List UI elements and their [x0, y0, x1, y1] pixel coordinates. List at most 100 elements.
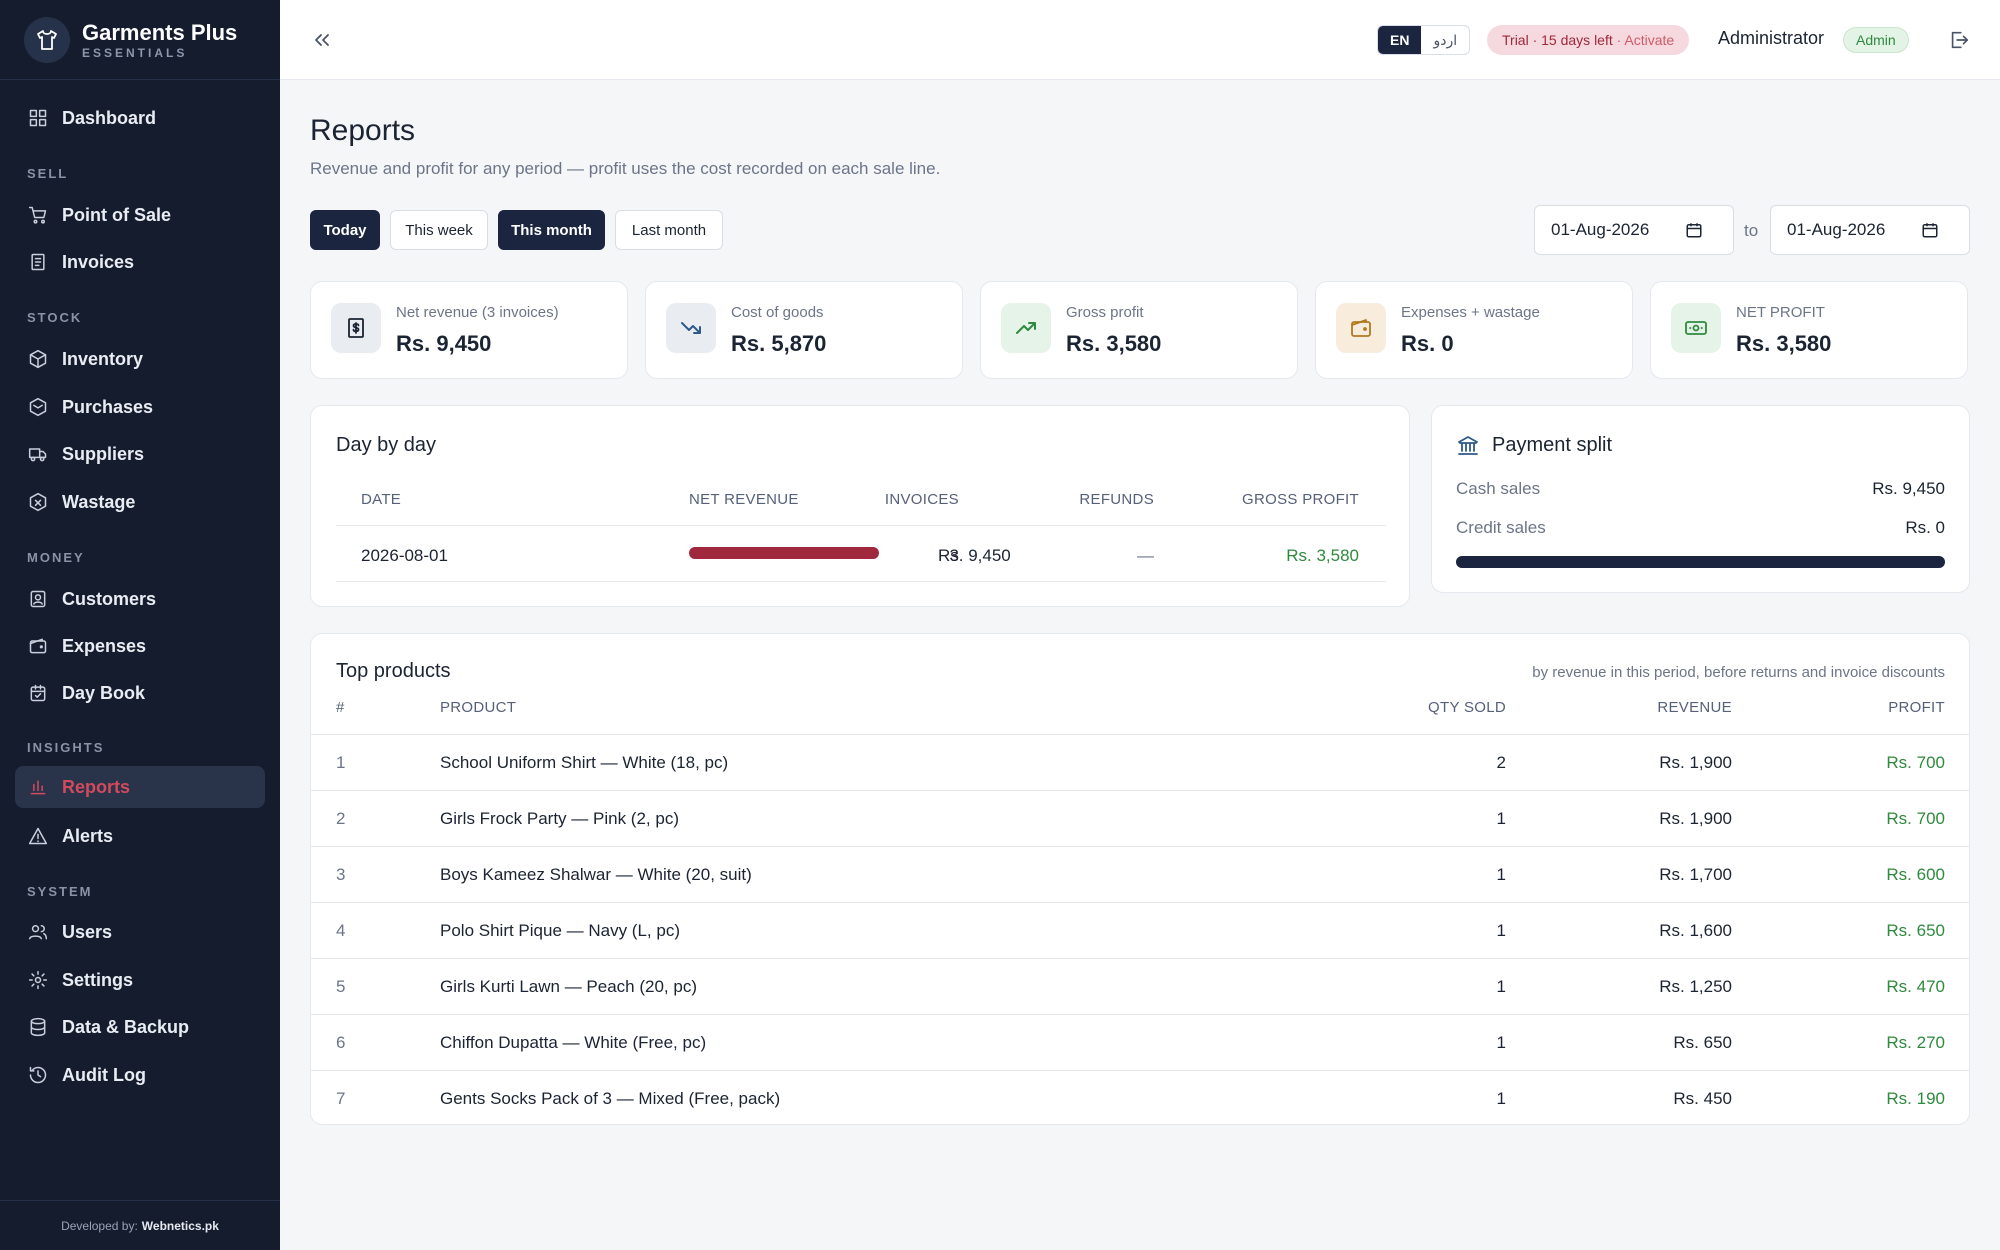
sidebar-item-label: Audit Log [62, 1064, 146, 1085]
payment-split-card: Payment split Cash sales Rs. 9,450 Credi… [1431, 405, 1970, 593]
brand[interactable]: Garments Plus ESSENTIALS [0, 0, 280, 80]
table-row[interactable]: 2 Girls Frock Party — Pink (2, pc) 1 Rs. 1,… [311, 790, 1969, 846]
invoice-icon [31, 253, 45, 271]
kpi-cost-of-goods: Cost of goods Rs. 5,870 [645, 281, 963, 379]
sidebar-item-invoices[interactable]: Invoices [15, 241, 265, 283]
trial-text: Trial · 15 days left [1502, 32, 1613, 48]
sidebar-item-expenses[interactable]: Expenses [15, 625, 265, 667]
calendar-icon [1686, 223, 1702, 238]
nav-section-money: MONEY [27, 550, 85, 565]
dashboard-icon [29, 109, 47, 127]
rank-cell: 2 [336, 809, 346, 828]
collapse-sidebar-button[interactable] [310, 28, 334, 52]
period-today-button[interactable]: Today [310, 210, 380, 250]
credit-sales-value: Rs. 0 [1905, 518, 1945, 537]
sidebar-item-label: Invoices [62, 251, 135, 272]
column-header-qty-sold: QTY SOLD [1428, 699, 1506, 716]
date-to-input[interactable]: 01-Aug-2026 [1770, 205, 1970, 255]
rank-cell: 6 [336, 1033, 346, 1052]
qty-cell: 1 [1496, 1089, 1506, 1108]
product-cell: Boys Kameez Shalwar — White (20, suit) [440, 865, 752, 884]
role-badge: Admin [1843, 27, 1909, 53]
trial-badge[interactable]: Trial · 15 days left · Activate [1487, 25, 1690, 55]
table-row[interactable]: 4 Polo Shirt Pique — Navy (L, pc) 1 Rs. 1,6… [311, 902, 1969, 958]
kpi-label: Cost of goods [731, 304, 824, 321]
sidebar-item-label: Users [62, 921, 113, 942]
profit-cell: Rs. 600 [1886, 865, 1945, 884]
cash-sales-value: Rs. 9,450 [1872, 479, 1945, 498]
sidebar-item-reports[interactable]: Reports [15, 766, 265, 808]
cash-sales-label: Cash sales [1456, 479, 1541, 498]
sidebar-item-label: Wastage [62, 491, 136, 512]
sidebar-item-customers[interactable]: Customers [15, 578, 265, 620]
sidebar-item-data-backup[interactable]: Data & Backup [15, 1006, 265, 1048]
sidebar-item-wastage[interactable]: Wastage [15, 481, 265, 523]
period-last-month-button[interactable]: Last month [615, 210, 723, 250]
logout-button[interactable] [1948, 29, 1970, 51]
language-switcher: EN اردو [1377, 25, 1471, 55]
kpi-value: Rs. 5,870 [731, 331, 827, 356]
lang-en-button[interactable]: EN [1378, 26, 1422, 54]
table-row[interactable]: 1 School Uniform Shirt — White (18, pc) 2 R… [311, 734, 1969, 790]
qty-cell: 1 [1496, 977, 1506, 996]
kpi-value: Rs. 3,580 [1736, 331, 1832, 356]
sidebar-item-point-of-sale[interactable]: Point of Sale [15, 194, 265, 236]
topbar: EN اردو Trial · 15 days left · Activate … [280, 0, 2000, 80]
revenue-cell: Rs. 650 [1673, 1033, 1732, 1052]
rank-cell: 5 [336, 977, 346, 996]
shirt-icon [24, 16, 70, 63]
wallet-icon [1351, 319, 1371, 337]
sidebar-item-suppliers[interactable]: Suppliers [15, 433, 265, 475]
profit-cell: Rs. 700 [1886, 753, 1945, 772]
sidebar-item-audit-log[interactable]: Audit Log [15, 1054, 265, 1096]
sidebar-item-users[interactable]: Users [15, 911, 265, 953]
cash-icon [1685, 321, 1707, 335]
revenue-cell: Rs. 1,600 [1659, 921, 1732, 940]
gear-icon [28, 970, 48, 990]
alert-triangle-icon [28, 827, 48, 845]
wallet-icon [29, 638, 47, 654]
sidebar-item-settings[interactable]: Settings [15, 959, 265, 1001]
row-net-revenue: Rs. 9,450 [938, 546, 1011, 565]
period-this-week-button[interactable]: This week [390, 210, 488, 250]
sidebar-item-label: Inventory [62, 348, 144, 369]
revenue-cell: Rs. 1,900 [1659, 809, 1732, 828]
profit-cell: Rs. 270 [1886, 1033, 1945, 1052]
cart-icon [28, 206, 47, 224]
nav-section-sell: SELL [27, 166, 69, 181]
table-row[interactable]: 3 Boys Kameez Shalwar — White (20, suit) 1… [311, 846, 1969, 902]
product-cell: Gents Socks Pack of 3 — Mixed (Free, pac… [440, 1089, 781, 1108]
sidebar-item-alerts[interactable]: Alerts [15, 815, 265, 857]
table-row[interactable]: 6 Chiffon Dupatta — White (Free, pc) 1 Rs. … [311, 1014, 1969, 1070]
page-title: Reports [310, 114, 416, 147]
users-icon [28, 925, 48, 940]
revenue-bar [689, 547, 879, 559]
column-header-refunds: REFUNDS [1079, 491, 1154, 508]
date-from-value: 01-Aug-2026 [1551, 220, 1650, 239]
activate-link[interactable]: · Activate [1616, 32, 1675, 48]
sidebar-item-dashboard[interactable]: Dashboard [15, 97, 265, 139]
chevrons-left-icon [315, 34, 329, 46]
bar-chart-icon [30, 780, 46, 795]
revenue-cell: Rs. 1,700 [1659, 865, 1732, 884]
sidebar-item-purchases[interactable]: Purchases [15, 386, 265, 428]
kpi-expenses-wastage: Expenses + wastage Rs. 0 [1315, 281, 1633, 379]
kpi-value: Rs. 0 [1401, 331, 1454, 356]
date-from-input[interactable]: 01-Aug-2026 [1534, 205, 1734, 255]
sidebar-item-inventory[interactable]: Inventory [15, 338, 265, 380]
payment-split-title: Payment split [1492, 434, 1613, 456]
top-products-title: Top products [336, 660, 451, 682]
sidebar-item-day-book[interactable]: Day Book [15, 672, 265, 714]
footer-company-link[interactable]: Webnetics.pk [141, 1218, 219, 1233]
user-name: Administrator [1718, 28, 1825, 48]
table-row[interactable]: 5 Girls Kurti Lawn — Peach (20, pc) 1 Rs. 1… [311, 958, 1969, 1014]
lang-ur-button[interactable]: اردو [1433, 32, 1458, 48]
calendar-check-icon [30, 684, 46, 702]
trending-up-icon [1016, 322, 1036, 334]
truck-icon [28, 448, 47, 462]
sidebar-item-label: Suppliers [62, 443, 145, 464]
table-row[interactable]: 7 Gents Socks Pack of 3 — Mixed (Free, pa… [311, 1070, 1969, 1124]
box-icon [29, 349, 47, 369]
period-this-month-button[interactable]: This month [498, 210, 605, 250]
qty-cell: 2 [1496, 753, 1506, 772]
